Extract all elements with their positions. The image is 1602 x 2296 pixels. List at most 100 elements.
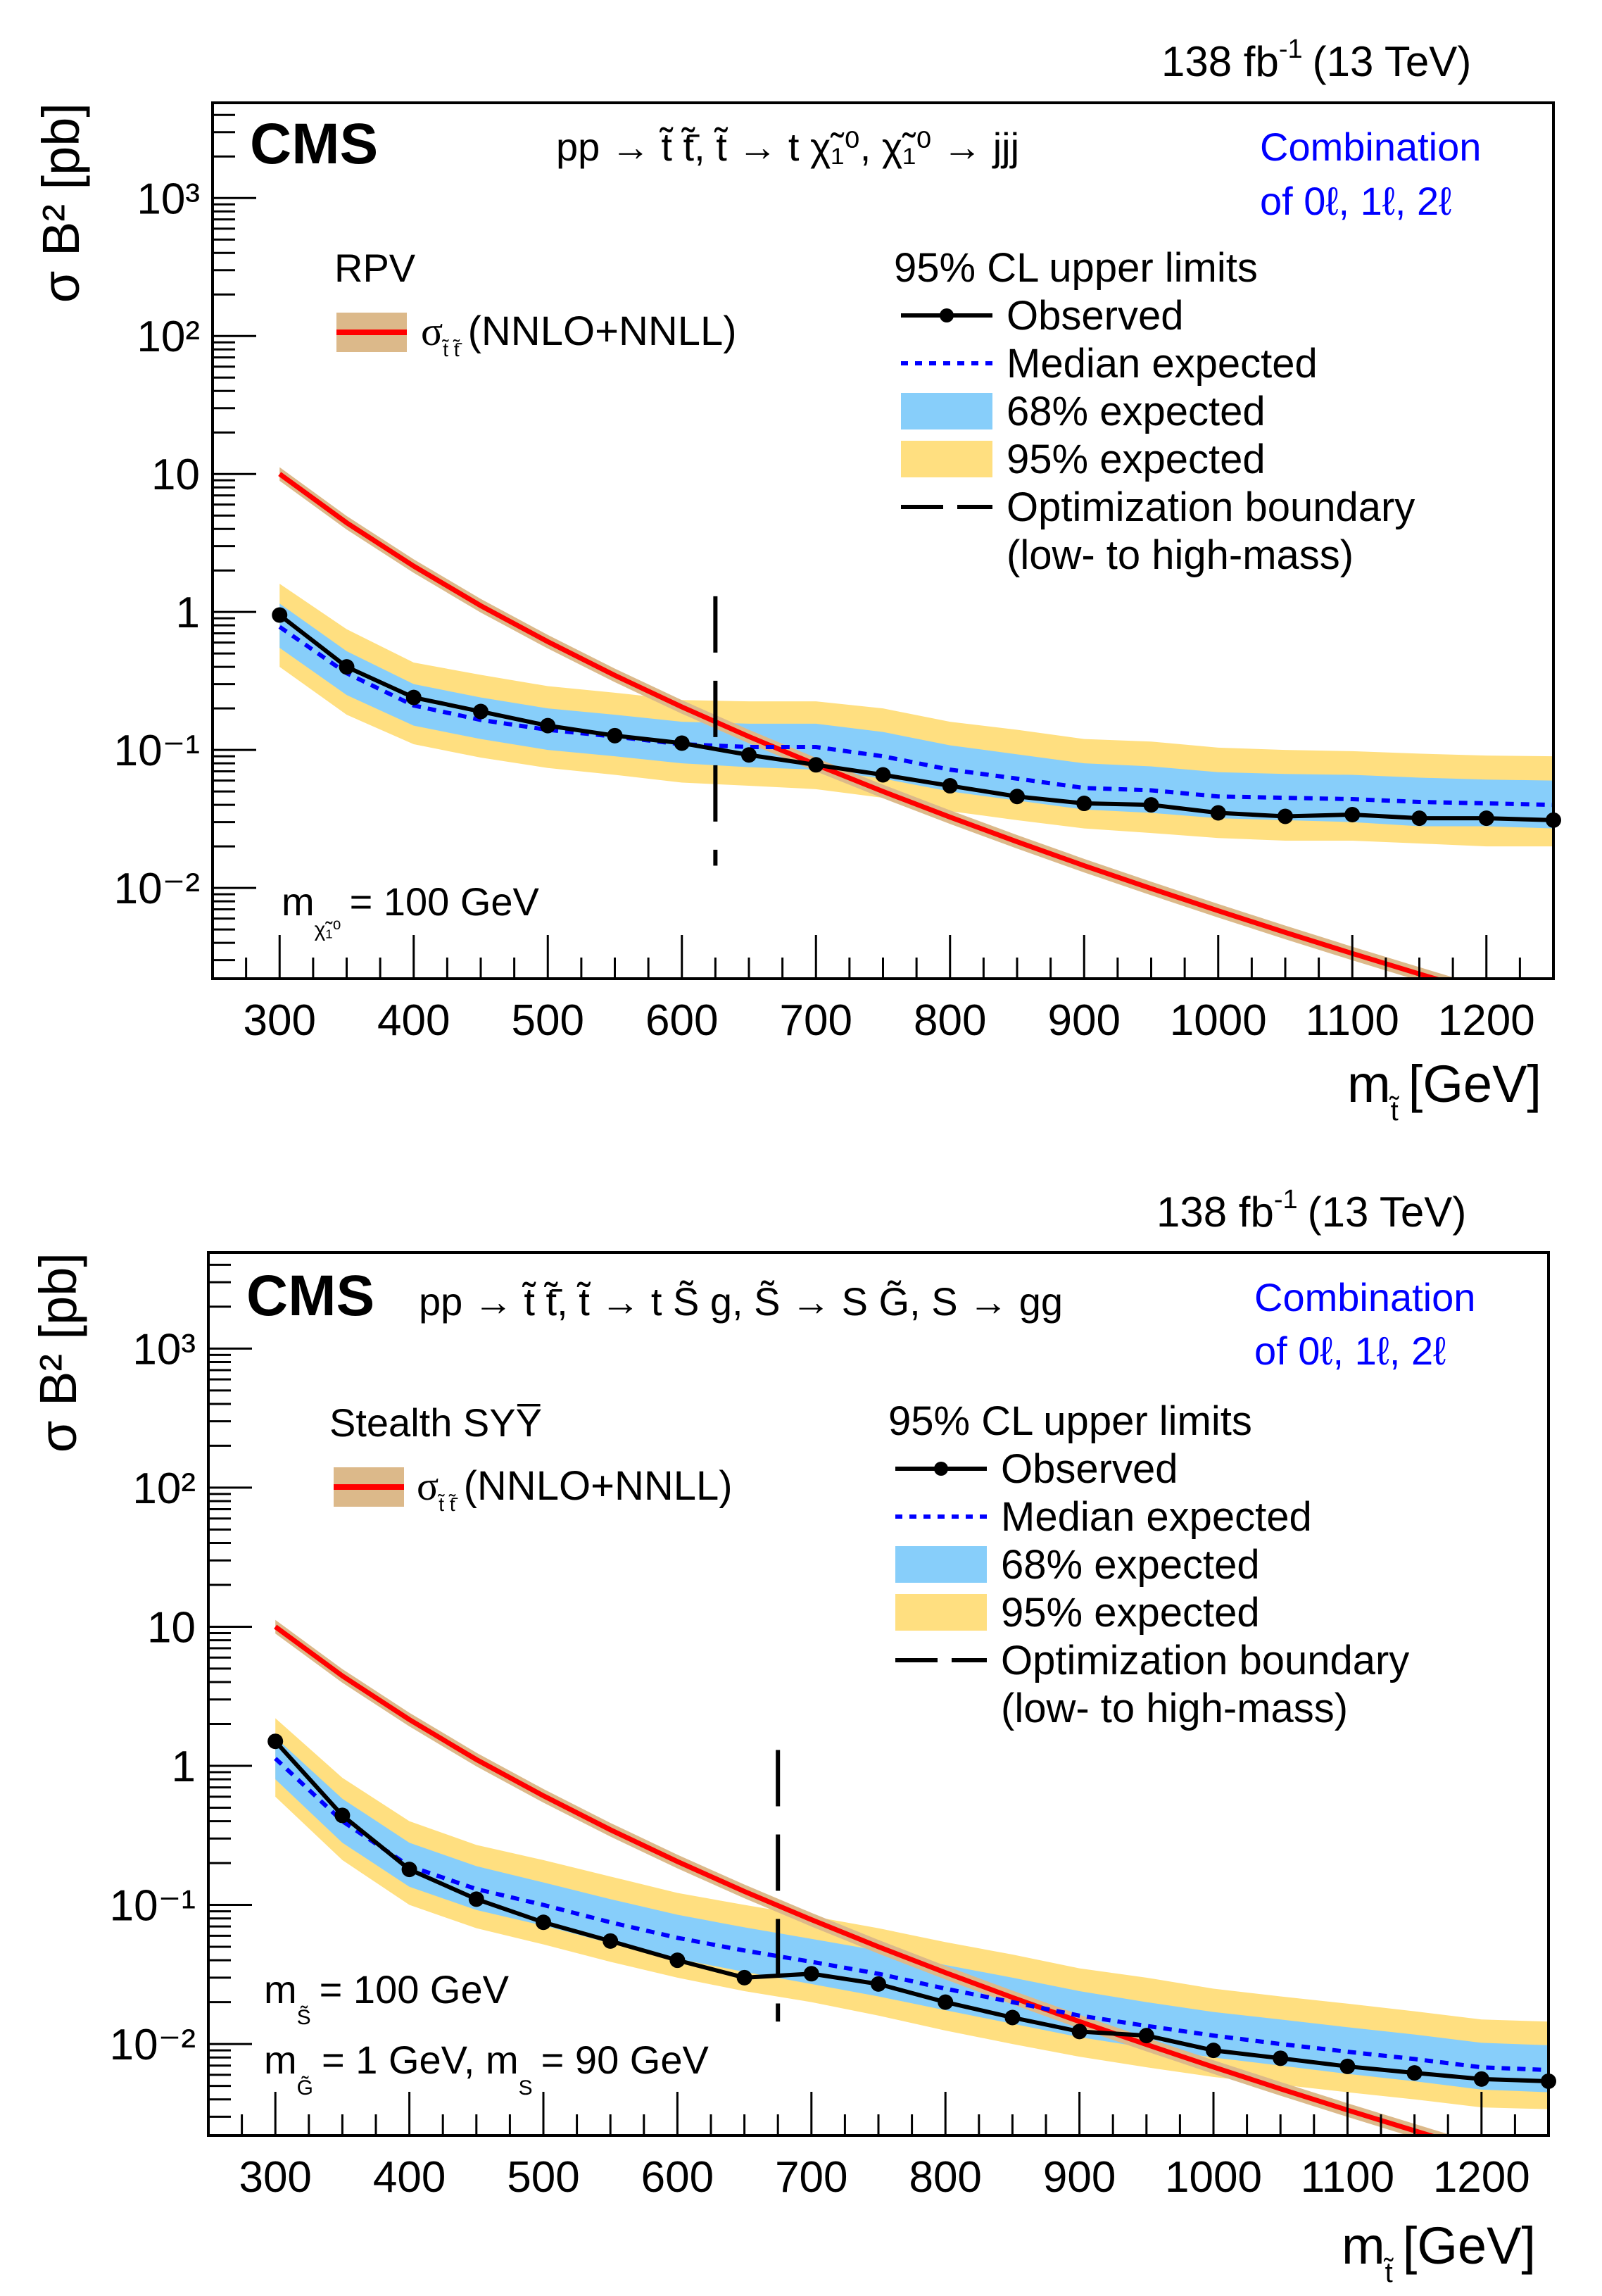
x-tick-label: 600 [641, 2153, 714, 2202]
observed-point [1009, 789, 1025, 805]
y-axis-title: σ B² [pb] [29, 1253, 87, 1453]
y-tick-label: 1 [172, 1743, 196, 1791]
observed-point [1071, 2024, 1087, 2040]
observed-point [540, 717, 556, 734]
observed-point [1344, 806, 1361, 822]
x-tick-label: 400 [373, 2153, 446, 2202]
y-tick-label: 1 [176, 589, 200, 637]
xsec-legend-line [336, 330, 407, 335]
x-tick-label: 700 [780, 996, 852, 1045]
observed-point [1210, 805, 1226, 821]
median-expected-line [274, 1757, 1549, 2073]
y-tick-label: 10² [137, 313, 200, 361]
combination-channels: of 0ℓ, 1ℓ, 2ℓ [1254, 1329, 1446, 1373]
y-tick-label: 10 [151, 451, 200, 499]
x-tick-label: 400 [377, 996, 450, 1045]
x-tick-label: 1000 [1165, 2153, 1262, 2202]
observed-point [871, 1976, 886, 1992]
process-label: pp → t̃ t̃̄, t̃ → t S̃ g, S̃ → S G̃, S →… [419, 1279, 1063, 1324]
process-label: pp → t̃ t̃̄, t̃ → t χ̃₁⁰, χ̃₁⁰ → jjj [556, 125, 1019, 169]
model-label: RPV [334, 246, 416, 290]
observed-point [272, 607, 288, 623]
observed-point [942, 778, 958, 794]
legend-boundary-label: Optimization boundary [1007, 484, 1415, 530]
observed-point [405, 689, 422, 705]
y-tick-label: 10⁻² [110, 2021, 196, 2069]
observed-point [808, 757, 824, 773]
cms-label: CMS [250, 112, 378, 176]
mass-annotation: mχ̃₁⁰= 100 GeV [282, 879, 540, 941]
legend-68-label: 68% expected [1001, 1542, 1260, 1588]
observed-point [339, 659, 355, 675]
observed-point [1411, 810, 1427, 827]
lumi-label: 138 fb-1 (13 TeV) [1161, 34, 1471, 85]
observed-point [736, 1969, 752, 1986]
observed-point [1478, 810, 1494, 827]
legend-header: 95% CL upper limits [894, 245, 1258, 291]
combination-label: Combination [1254, 1275, 1475, 1319]
observed-line [273, 1740, 1549, 2083]
x-tick-label: 1100 [1306, 996, 1399, 1045]
observed-point [607, 727, 623, 744]
observed-point [401, 1862, 417, 1878]
xsec-legend-line [334, 1484, 404, 1490]
legend-observed-marker [940, 308, 954, 322]
observed-point [674, 735, 690, 751]
panel-rpv: 300 400 500 600 700 800 900 1000 1100 1200 10⁻² 10⁻… [32, 34, 1561, 1127]
combination-channels: of 0ℓ, 1ℓ, 2ℓ [1260, 179, 1451, 223]
y-tick-label: 10² [132, 1464, 196, 1513]
median-expected-line [278, 625, 1553, 808]
mass-annotation: mS̃= 100 GeV [264, 1967, 510, 2029]
observed-point [875, 767, 891, 783]
plot-area: 300 400 500 600 700 800 900 1000 1100 1200 10⁻² 10⁻… [114, 101, 1561, 1045]
x-tick-label: 1100 [1301, 2153, 1394, 2202]
observed-point [603, 1933, 619, 1949]
y-tick-label: 10⁻¹ [110, 1882, 196, 1931]
observed-point [803, 1966, 819, 1982]
x-tick-label: 1200 [1433, 2153, 1530, 2202]
plot-contents [273, 1619, 1549, 2135]
xsec-line [274, 1624, 1439, 2135]
y-tick-label: 10 [147, 1603, 196, 1652]
combination-label: Combination [1260, 125, 1481, 169]
observed-point [1076, 796, 1092, 812]
observed-point [536, 1914, 551, 1931]
observed-point [1473, 2071, 1489, 2087]
x-tick-label: 300 [239, 2153, 311, 2202]
legend-boundary-sublabel: (low- to high-mass) [1001, 1686, 1348, 1731]
legend-header: 95% CL upper limits [888, 1398, 1252, 1444]
legend-boundary-sublabel: (low- to high-mass) [1007, 532, 1354, 578]
band-95-expected [275, 1718, 1549, 2109]
panel-stealth: 300 400 500 600 700 800 900 1000 1100 1200 10⁻² 10⁻… [29, 1185, 1556, 2288]
y-tick-label: 10⁻¹ [114, 727, 200, 775]
legend-95-swatch [895, 1594, 987, 1631]
x-tick-label: 500 [512, 996, 584, 1045]
observed-point [1273, 2050, 1289, 2066]
observed-point [334, 1807, 351, 1824]
legend-68-label: 68% expected [1007, 389, 1266, 434]
legend-boundary-label: Optimization boundary [1001, 1638, 1409, 1683]
y-tick-label: 10³ [137, 175, 200, 223]
x-tick-label: 900 [1043, 2153, 1116, 2202]
legend-observed-label: Observed [1001, 1446, 1178, 1492]
legend-observed-marker [934, 1462, 948, 1476]
band-68-expected [275, 1737, 1549, 2093]
x-tick-label: 700 [775, 2153, 847, 2202]
legend-95-label: 95% expected [1007, 437, 1266, 482]
observed-point [1406, 2065, 1423, 2081]
lumi-label: 138 fb-1 (13 TeV) [1156, 1185, 1466, 1236]
legend-95-label: 95% expected [1001, 1590, 1260, 1636]
x-tick-label: 1200 [1438, 996, 1535, 1045]
xsec-line [278, 472, 1444, 979]
x-tick-label: 900 [1048, 996, 1121, 1045]
y-tick-label: 10³ [132, 1325, 196, 1374]
observed-point [1004, 2009, 1021, 2026]
y-tick-label: 10⁻² [114, 865, 200, 913]
legend-median-label: Median expected [1007, 341, 1318, 387]
observed-point [1143, 797, 1159, 813]
y-axis-title: σ B² [pb] [32, 103, 90, 303]
model-label: Stealth SYY̅ [329, 1400, 542, 1445]
observed-point [669, 1952, 686, 1969]
observed-point [1138, 2028, 1154, 2044]
